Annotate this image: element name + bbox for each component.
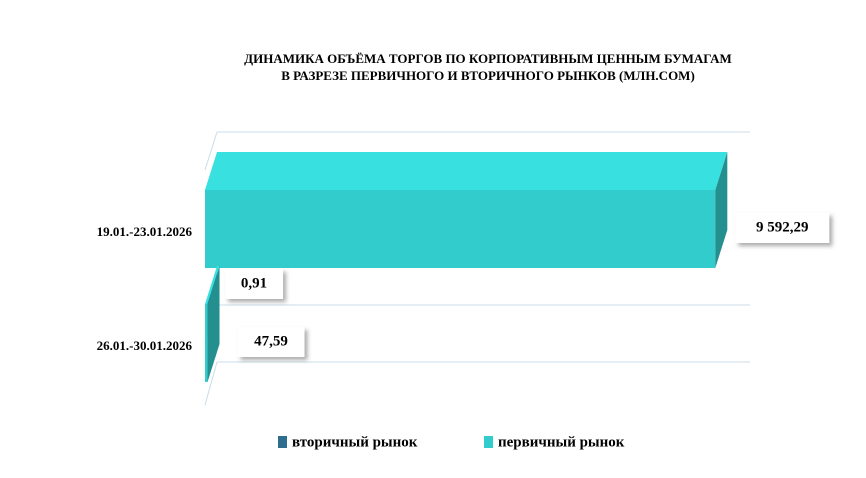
data-label: 47,59 — [254, 333, 288, 349]
data-label: 0,91 — [241, 275, 267, 291]
bar — [205, 152, 727, 268]
bar-front — [205, 304, 208, 382]
bar — [205, 266, 220, 382]
chart-title: В РАЗРЕЗЕ ПЕРВИЧНОГО И ВТОРИЧНОГО РЫНКОВ… — [281, 68, 695, 83]
bar-top — [205, 152, 727, 190]
legend-label: вторичный рынок — [292, 434, 418, 450]
legend-label: первичный рынок — [498, 434, 625, 450]
legend-swatch — [484, 436, 493, 448]
legend-swatch — [278, 436, 287, 448]
bar-front — [205, 190, 715, 268]
y-tick-label: 26.01.-30.01.2026 — [97, 338, 193, 353]
data-label: 9 592,29 — [756, 219, 809, 235]
chart-title: ДИНАМИКА ОБЪЁМА ТОРГОВ ПО КОРПОРАТИВНЫМ … — [244, 51, 732, 66]
legend: вторичный рынок первичный рынок — [278, 434, 625, 450]
y-tick-label: 19.01.-23.01.2026 — [97, 224, 193, 239]
